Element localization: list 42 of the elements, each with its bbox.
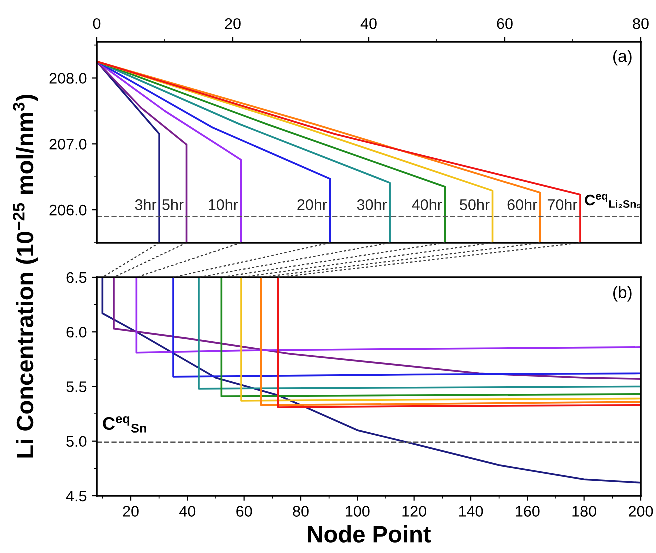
x-tick-label: 80 [633,18,649,30]
line-series [97,60,242,243]
x-tick-label: 140 [459,506,484,517]
x-tick-label: 40 [360,18,377,30]
y-axis-title: Li Concentration (10$^{−25}$ mol/nm$^{3}$) [13,94,38,458]
x-tick-label: 20 [123,506,139,517]
x-tick-label: 20 [225,18,241,30]
x-tick-label: 100 [346,506,370,517]
x-tick-label: 60 [497,18,513,30]
y-tick-label: 6.0 [66,326,87,338]
y-tick-label: 206.0 [50,204,87,216]
y-tick-label: 207.0 [50,139,87,150]
line-series [102,278,641,484]
x-tick-label: 0 [93,18,101,30]
y-tick-label: 6.5 [66,272,87,284]
series-label: 5hr [162,199,184,210]
series-label: 20hr [298,199,328,210]
x-tick-label: 80 [293,506,309,517]
x-tick-label: 120 [402,506,426,517]
series-label: 60hr [508,199,538,210]
series-label: 10hr [209,199,238,210]
annotation: (b) [614,286,632,302]
x-tick-label: 180 [572,506,596,517]
series-label: 30hr [357,199,388,210]
y-tick-label: 208.0 [50,73,87,84]
x-axis-title: Node Point [308,526,432,543]
annotation: (a) [614,50,632,66]
x-tick-label: 160 [516,506,540,517]
series-label: 70hr [548,199,578,210]
line-series [136,278,641,354]
ref-line-label: C$^{eq}$$_{Sn}$ [103,416,146,433]
series-label: 3hr [135,199,157,210]
y-tick-label: 4.5 [66,491,87,502]
series-label: 40hr [412,199,442,210]
y-tick-label: 5.5 [66,382,87,392]
line-series [97,60,332,243]
x-tick-label: 60 [236,506,252,517]
x-tick-label: 40 [180,506,196,517]
series-label: 50hr [460,199,490,210]
x-tick-label: 200 [629,506,654,517]
line-series [97,60,391,243]
y-tick-label: 5.0 [66,436,87,448]
